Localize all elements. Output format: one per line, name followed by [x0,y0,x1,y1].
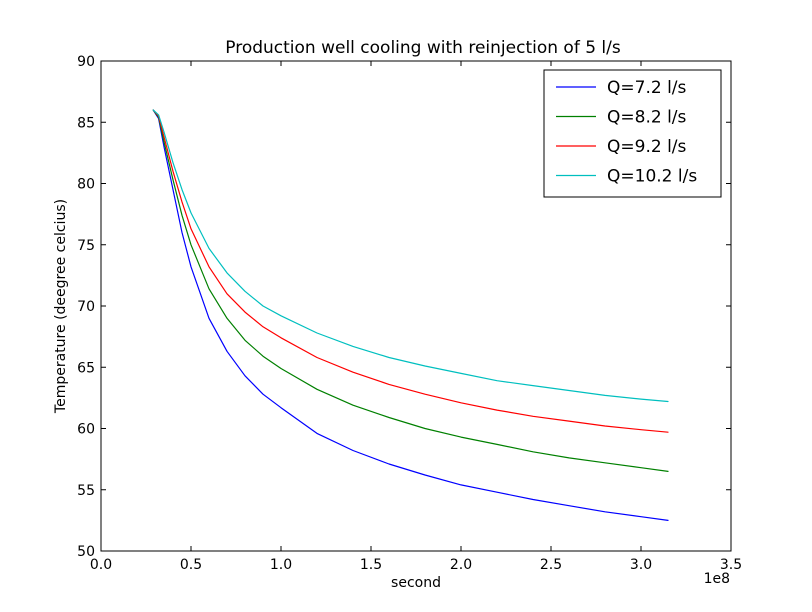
y-tick-label: 50 [77,544,95,560]
x-tick-label: 3.5 [720,557,742,573]
y-tick-label: 80 [77,177,95,193]
x-tick-label: 1.0 [270,557,292,573]
series-line-3 [152,109,669,433]
x-axis-label: second [391,575,441,591]
plot-area: 0.0 0.5 1.0 1.5 2.0 2.5 3.0 3.5 50 55 60 65 70 75 80 85… [77,54,742,573]
y-tick-label: 90 [77,54,95,70]
legend-entry-2: Q=8.2 l/s [607,108,687,128]
legend-entry-3: Q=9.2 l/s [607,137,687,157]
x-tick-label: 1.5 [360,557,382,573]
x-tick-label: 3.0 [630,557,652,573]
x-tick-label: 2.0 [450,557,472,573]
y-tick-label: 75 [77,238,95,254]
series-line-2 [152,109,669,472]
y-tick-label: 55 [77,483,95,499]
legend-entry-1: Q=7.2 l/s [607,78,687,98]
chart-title: Production well cooling with reinjection… [225,38,621,58]
y-tick-label: 65 [77,360,95,376]
x-tick-label: 2.5 [540,557,562,573]
series-line-1 [152,109,669,522]
legend-entry-4: Q=10.2 l/s [607,167,697,187]
series-line-4 [152,109,669,403]
x-tick-label: 0.5 [180,557,202,573]
y-axis-label: Temperature (deegree celcius) [53,199,69,414]
y-tick-label: 60 [77,422,95,438]
legend: Q=7.2 l/s Q=8.2 l/s Q=9.2 l/s Q=10.2 l/s [543,69,722,198]
y-tick-label: 70 [77,299,95,315]
x-tick-label: 0.0 [90,557,112,573]
x-axis-offset-label: 1e8 [704,571,730,587]
y-tick-label: 85 [77,115,95,131]
